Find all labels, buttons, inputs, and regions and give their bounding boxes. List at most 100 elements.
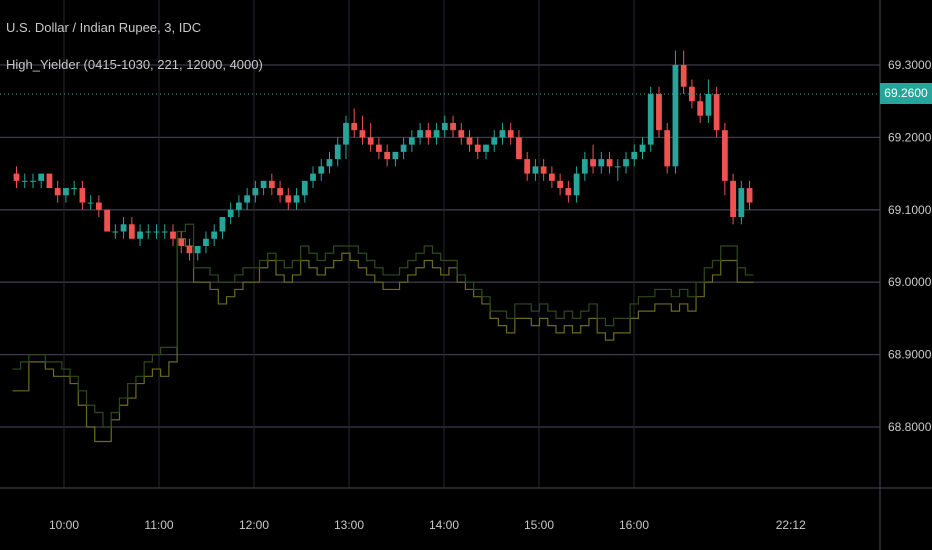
- candle-body: [285, 195, 292, 203]
- candle-body: [343, 122, 349, 145]
- y-tick-label: 68.9000: [888, 348, 932, 362]
- candle-body: [87, 202, 94, 204]
- candle-body: [392, 151, 399, 160]
- candle-body: [614, 166, 621, 168]
- candle-body: [293, 195, 300, 203]
- candle-body: [417, 130, 423, 138]
- x-tick-label: 10:00: [49, 518, 79, 532]
- candle-body: [137, 231, 143, 239]
- candle-body: [186, 246, 193, 254]
- candle-body: [104, 209, 110, 232]
- candle-body: [334, 144, 341, 160]
- candle-body: [268, 180, 275, 189]
- candle-body: [664, 130, 671, 167]
- candle-body: [219, 217, 226, 232]
- candle-body: [458, 130, 465, 138]
- candle-body: [13, 173, 20, 181]
- candle-body: [540, 166, 547, 174]
- symbol-title[interactable]: U.S. Dollar / Indian Rupee, 3, IDC: [6, 20, 202, 35]
- x-tick-label: 16:00: [619, 518, 649, 532]
- candle-body: [590, 159, 596, 167]
- candle-body: [705, 93, 712, 116]
- candle-body: [178, 238, 185, 246]
- candle-body: [252, 188, 259, 196]
- indicator-line-1: [12, 238, 754, 443]
- candle-body: [120, 224, 127, 232]
- candle-body: [433, 130, 440, 138]
- candle-body: [301, 180, 308, 196]
- candle-body: [318, 166, 325, 174]
- candle-body: [713, 93, 720, 131]
- candle-body: [194, 246, 201, 254]
- candle-body: [38, 173, 45, 181]
- candle-body: [79, 188, 86, 203]
- candles: [13, 50, 753, 261]
- y-tick-label: 69.1000: [888, 203, 932, 217]
- candle-body: [532, 166, 539, 174]
- candle-body: [474, 144, 481, 152]
- candle-body: [153, 231, 160, 233]
- candle-body: [203, 238, 209, 246]
- y-tick-label: 69.0000: [888, 275, 932, 289]
- candle-body: [516, 137, 522, 160]
- candle-body: [30, 180, 36, 182]
- candle-body: [384, 151, 391, 160]
- candle-body: [21, 180, 28, 182]
- candle-body: [351, 122, 358, 131]
- candle-body: [606, 159, 613, 167]
- candle-body: [161, 231, 168, 233]
- candle-body: [441, 122, 448, 131]
- candle-body: [326, 159, 333, 167]
- candle-body: [623, 159, 629, 167]
- candle-body: [639, 144, 646, 152]
- candle-body: [507, 130, 514, 138]
- indicator-title[interactable]: High_Yielder (0415-1030, 221, 12000, 400…: [6, 57, 263, 72]
- x-tick-label: 14:00: [429, 518, 459, 532]
- candle-body: [746, 188, 753, 203]
- candle-body: [244, 195, 251, 203]
- candle-body: [408, 137, 415, 145]
- candle-body: [63, 188, 69, 196]
- candle-body: [581, 159, 588, 174]
- candle-body: [680, 65, 687, 87]
- candle-body: [565, 188, 572, 196]
- indicator-line-2: [12, 223, 754, 428]
- candle-body: [672, 65, 679, 167]
- candle-body: [689, 86, 695, 102]
- candle-body: [376, 144, 382, 152]
- x-tick-label: 15:00: [524, 518, 554, 532]
- candle-body: [730, 180, 736, 218]
- candle-body: [310, 173, 316, 181]
- candle-body: [549, 173, 555, 181]
- candle-body: [260, 180, 267, 189]
- x-tick-label: 12:00: [239, 518, 269, 532]
- candle-body: [738, 188, 745, 218]
- candle-body: [499, 130, 506, 138]
- candle-body: [721, 130, 728, 181]
- y-tick-label: 69.2000: [888, 130, 932, 144]
- candle-body: [211, 231, 218, 239]
- candle-body: [236, 202, 242, 210]
- x-tick-label: 22:12: [776, 518, 806, 532]
- candle-body: [54, 188, 61, 196]
- candle-body: [557, 180, 564, 189]
- candle-body: [128, 224, 135, 239]
- candle-body: [359, 130, 366, 138]
- candle-body: [524, 159, 531, 174]
- candle-body: [227, 209, 234, 218]
- candle-body: [367, 137, 374, 145]
- candle-body: [170, 231, 176, 239]
- candle-body: [425, 130, 432, 138]
- candle-body: [697, 101, 704, 116]
- candle-body: [112, 231, 119, 233]
- candle-body: [46, 173, 53, 189]
- grid: [0, 0, 880, 488]
- y-tick-label: 68.8000: [888, 420, 932, 434]
- y-tick-label: 69.3000: [888, 58, 932, 72]
- indicator-lines: [12, 223, 754, 443]
- candle-body: [466, 137, 473, 145]
- candle-body: [491, 137, 498, 145]
- candle-body: [647, 93, 654, 145]
